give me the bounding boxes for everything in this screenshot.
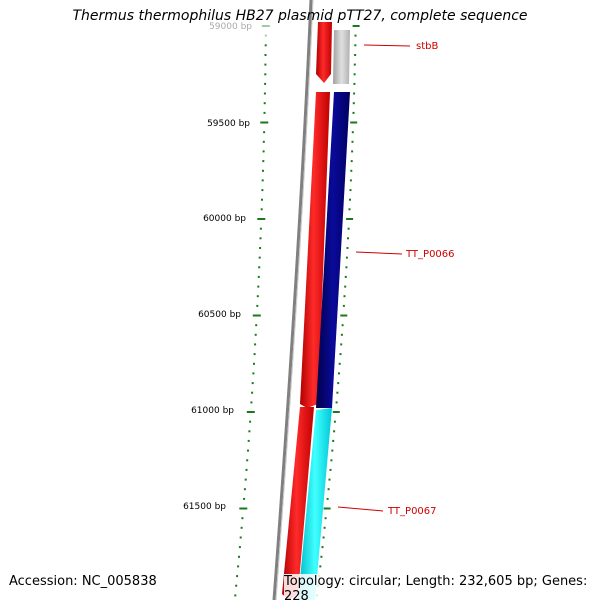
callout-line-TT_P0066 <box>355 251 403 255</box>
callout-line-stbB <box>363 44 411 47</box>
forward-gene-block-2[interactable] <box>300 92 330 408</box>
forward-gene-block-3[interactable] <box>282 407 314 600</box>
ruler-label-61500: 61500 bp <box>183 502 226 512</box>
gene-label-TT_P0066[interactable]: TT_P0066 <box>405 249 455 260</box>
accession-text: Accession: NC_005838 <box>9 574 157 589</box>
gene-block-TT_P0067[interactable] <box>298 408 332 600</box>
gene-label-TT_P0067[interactable]: TT_P0067 <box>387 506 437 517</box>
gene-callouts: stbB TT_P0066 TT_P0067 <box>337 41 455 517</box>
ruler-label-61000: 61000 bp <box>191 406 234 416</box>
forward-strand-genes <box>282 22 332 600</box>
callout-line-TT_P0067 <box>337 506 384 512</box>
forward-gene-block-1[interactable] <box>316 22 332 83</box>
gene-label-stbB[interactable]: stbB <box>416 41 438 52</box>
backbone-circle-arc <box>272 0 313 600</box>
ruler-label-60000: 60000 bp <box>203 214 246 224</box>
gene-block-stbB[interactable] <box>333 30 350 84</box>
ruler-label-60500: 60500 bp <box>198 310 241 320</box>
ruler-label-59000: 59000 bp <box>209 22 252 32</box>
backbone-highlight <box>275 0 314 600</box>
ruler-ticks <box>234 25 360 597</box>
gene-block-TT_P0066[interactable] <box>316 92 350 408</box>
ruler-label-59500: 59500 bp <box>207 119 250 129</box>
map-title: Thermus thermophilus HB27 plasmid pTT27,… <box>72 8 528 24</box>
ruler-labels: 59000 bp 59500 bp 60000 bp 60500 bp 6100… <box>183 22 252 512</box>
reverse-strand-genes <box>298 30 350 600</box>
summary-text: Topology: circular; Length: 232,605 bp; … <box>284 574 600 604</box>
